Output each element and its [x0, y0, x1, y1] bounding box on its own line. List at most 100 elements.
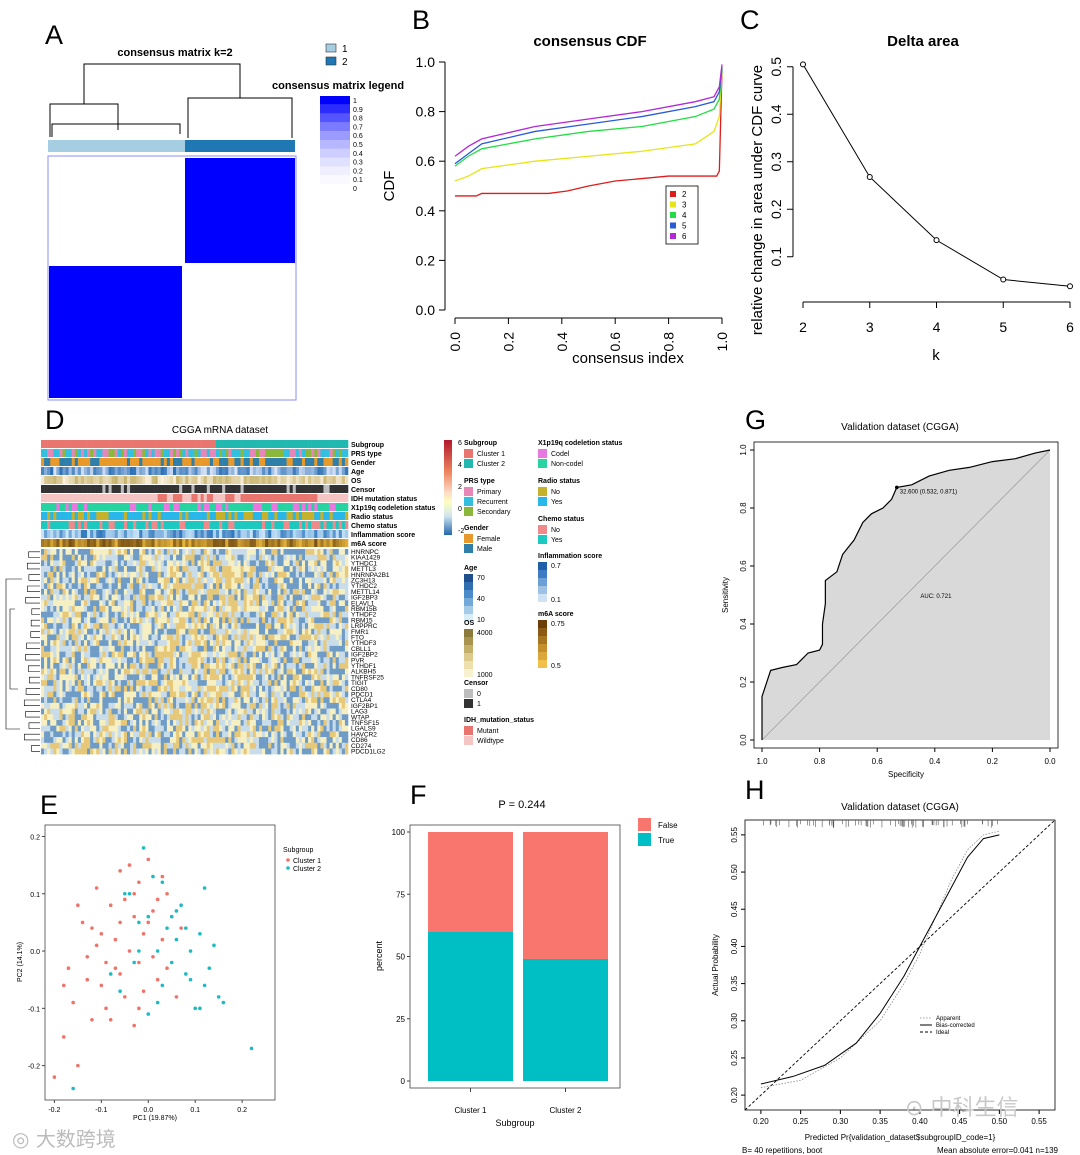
cluster-bar-1	[48, 140, 185, 152]
x-tick-label: 0.6	[607, 332, 623, 352]
y-axis-label: Actual Probability	[711, 934, 720, 996]
watermark-left: ◎ 大数跨境	[12, 1123, 116, 1152]
watermark-right-text: 中科生信	[930, 1096, 1019, 1121]
gene-label: METTL3	[351, 566, 376, 573]
gene-label: HNRNPC	[351, 549, 379, 556]
annotation-label: PRS type	[351, 451, 382, 458]
calibration-line-ideal	[744, 819, 1056, 1111]
x-tick-label: 5	[999, 319, 1007, 335]
pca-point-cluster-1	[61, 983, 66, 988]
watermark-left-text: 大数跨境	[35, 1127, 116, 1151]
pca-point-cluster-2	[198, 932, 202, 936]
legend-item: False	[658, 821, 678, 830]
bar-false-1	[428, 832, 513, 932]
pca-point-cluster-1	[127, 949, 132, 953]
legend-title: m6A score	[538, 611, 574, 618]
delta-point	[866, 173, 873, 180]
y-tick-label: 0.0	[30, 949, 40, 956]
legend-gradient-cell	[464, 661, 473, 669]
y-tick-label: 0.55	[730, 827, 739, 843]
pca-point-cluster-2	[207, 966, 212, 971]
legend-gradient-cell	[538, 628, 547, 636]
y-tick-label: 0.20	[730, 1087, 739, 1103]
matrix-color-scale: 1 0.9 0.80.7 0.6 0.5 0.4 0.30.2 0.1 0	[320, 96, 363, 193]
pca-point-cluster-1	[90, 1017, 94, 1022]
scale-tick-label: 0.2	[353, 168, 363, 175]
legend-tick: 70	[477, 575, 485, 582]
legend-swatch	[464, 487, 473, 496]
legend-swatch	[670, 191, 676, 197]
y-tick-label: 1.0	[416, 54, 436, 70]
expression-heatmap	[41, 549, 349, 755]
pca-point-cluster-1	[151, 909, 155, 913]
pca-point-cluster-1	[52, 1075, 57, 1079]
pca-point-cluster-2	[155, 1000, 160, 1005]
legend-item: Cluster 2	[477, 461, 505, 468]
legend-item: Female	[477, 536, 500, 543]
legend-title: IDH_mutation_status	[464, 717, 534, 724]
panel-letter-f: F	[410, 780, 427, 810]
y-tick-label: 0.5	[768, 57, 784, 77]
y-tick-label: 75	[396, 890, 405, 899]
scale-tick-label: 1	[353, 98, 357, 105]
gene-label: LGALS9	[351, 726, 376, 733]
scale-tick-label: 0.7	[353, 124, 363, 131]
pca-point-cluster-1	[155, 897, 160, 902]
gene-label: PDCD1LG2	[351, 749, 386, 756]
panel-letter-d: D	[45, 405, 65, 435]
y-tick-label: 0.3	[768, 152, 784, 172]
pca-point-cluster-1	[108, 1017, 113, 1022]
x-tick-label: 0.40	[912, 1117, 928, 1126]
cdf-line-k2	[455, 69, 723, 197]
y-tick-label: 0.2	[768, 199, 784, 219]
consensus-matrix-title: consensus matrix k=2	[117, 47, 232, 59]
legend-tick: 10	[477, 617, 485, 624]
pca-point-cluster-1	[118, 920, 122, 925]
annotation-track-1	[41, 449, 349, 457]
legend-label: 4	[682, 211, 687, 220]
scale-swatch	[320, 157, 350, 167]
x-axis-label: k	[932, 347, 940, 364]
scale-swatch	[320, 113, 350, 123]
y-axis-label: Sensitivity	[721, 577, 730, 613]
pca-point-cluster-1	[85, 977, 90, 982]
pca-point-cluster-1	[165, 891, 169, 896]
y-tick-label: 0.2	[30, 834, 40, 841]
gene-label: KIAA1429	[351, 555, 381, 562]
gene-label: METTL14	[351, 589, 380, 596]
pca-point-cluster-2	[132, 960, 136, 965]
pca-point-cluster-1	[71, 1000, 75, 1005]
legend-item: Ideal	[936, 1030, 949, 1036]
annotation-track-8	[41, 512, 349, 520]
plot-frame	[753, 441, 1059, 749]
pca-point-cluster-1	[137, 1006, 141, 1011]
chart-title: Delta area	[887, 33, 959, 50]
x-tick-label: 4	[933, 319, 941, 335]
annotation-label: Inflammation score	[351, 532, 415, 539]
gene-label: YTHDF2	[351, 612, 377, 619]
pca-point-cluster-1	[137, 880, 141, 885]
y-tick-label: 0.4	[768, 104, 784, 124]
gene-label: TNFRSF25	[351, 674, 384, 681]
pca-point-cluster-2	[193, 1006, 198, 1011]
legend-gradient-cell	[538, 620, 547, 628]
scale-tick-label: 0.3	[353, 160, 363, 167]
pca-point-cluster-1	[61, 1035, 66, 1039]
y-axis-label: CDF	[381, 171, 398, 202]
annotation-label: Chemo status	[351, 523, 397, 530]
pca-point-cluster-2	[174, 937, 179, 942]
consensus-matrix-panel: consensus matrix k=2 1 2 consensus matri…	[47, 43, 404, 401]
chart-title: consensus CDF	[533, 33, 646, 50]
cluster-legend-swatch-2	[325, 56, 337, 66]
legend-gradient-cell	[464, 582, 473, 590]
annotation-label: X1p19q codeletion status	[351, 505, 436, 512]
pca-point-cluster-2	[169, 914, 174, 919]
x-tick-label: 2	[799, 319, 807, 335]
annotation-label: Censor	[351, 487, 375, 494]
gene-label: PDCD1	[351, 692, 373, 699]
cluster-bar-2	[185, 140, 295, 152]
pca-scatter-chart: -0.2 -0.1 0.0 0.1 0.2 -0.2 -0.1 0.0 0.1 0.2 PC1 (1…	[17, 824, 321, 1122]
legend-item: Wildtype	[477, 738, 504, 745]
legend-swatch	[670, 233, 676, 239]
legend-item: Cluster 1	[293, 858, 321, 865]
